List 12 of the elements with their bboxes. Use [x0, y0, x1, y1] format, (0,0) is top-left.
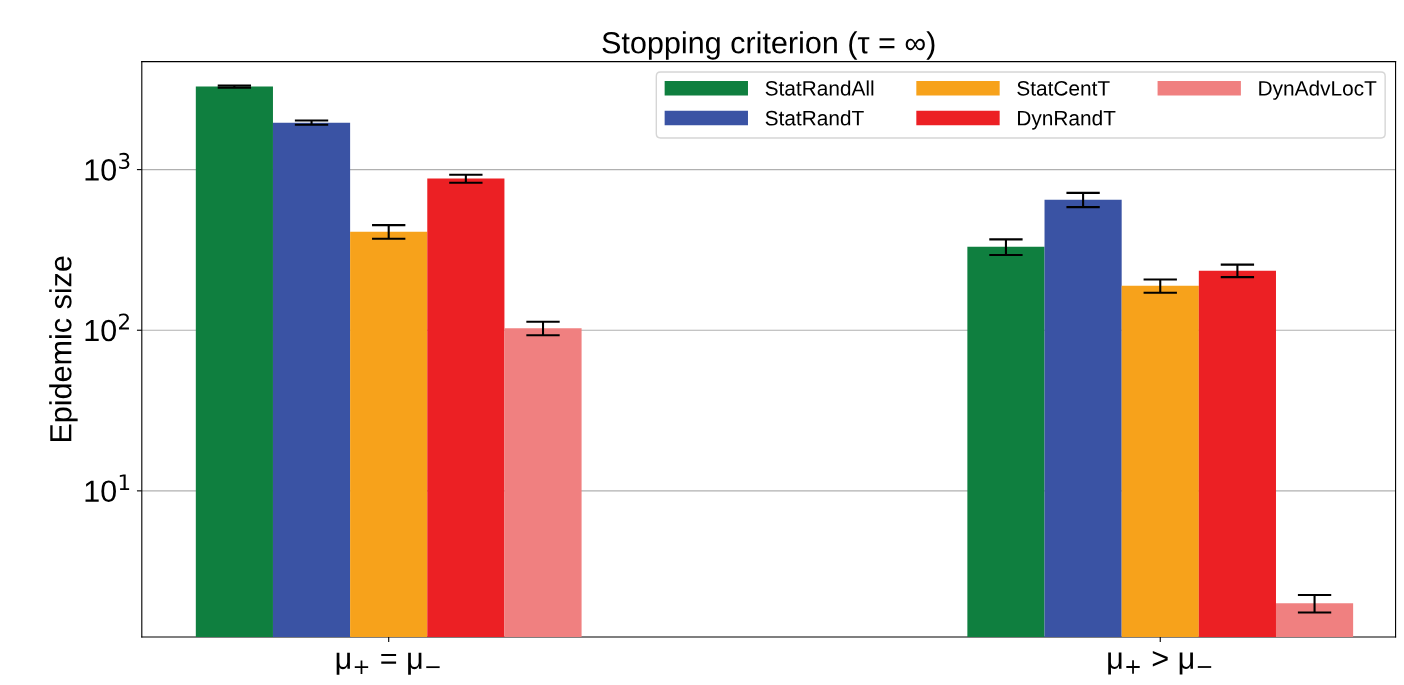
- legend-label: DynAdvLocT: [1259, 80, 1377, 100]
- legend-label: StatCentT: [1017, 80, 1110, 96]
- x-tick-label: μ$_{+}$ = μ$_{−}$: [336, 652, 440, 675]
- legend-label: DynRandT: [1018, 110, 1116, 130]
- y-axis-title: Epidemic size: [49, 256, 78, 442]
- x-tick-label: μ$_{+}$ > μ$_{−}$: [1108, 650, 1212, 675]
- legend-label: StatRandAll: [765, 80, 874, 96]
- y-tick-label: 10$^{3}$: [85, 152, 130, 181]
- y-tick-label: 10$^{1}$: [85, 474, 130, 503]
- legend-label: StatRandT: [765, 110, 864, 126]
- y-tick-label: 10$^{2}$: [85, 313, 129, 342]
- chart-title: Stopping criterion (τ = ∞): [602, 31, 935, 60]
